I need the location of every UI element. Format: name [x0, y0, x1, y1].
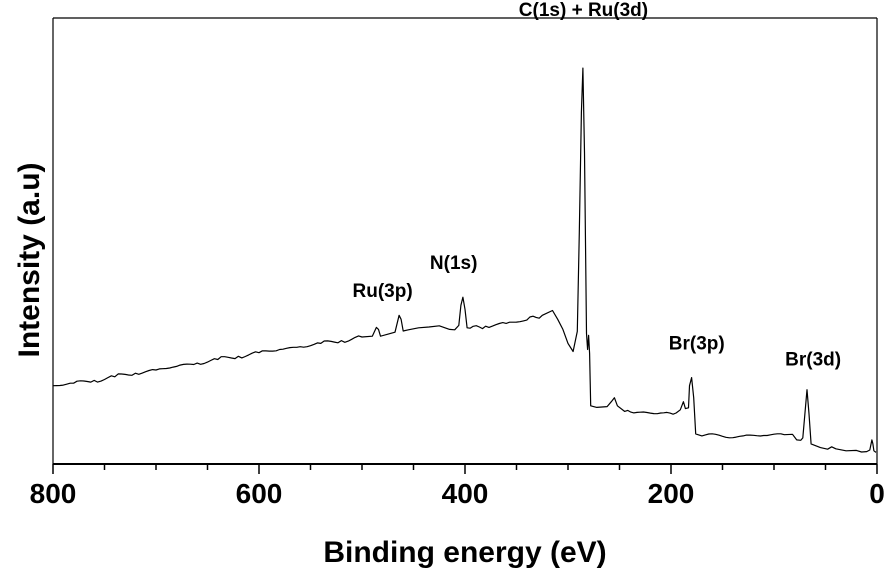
x-tick-label: 0 — [869, 478, 885, 509]
series-layer — [52, 67, 877, 453]
peak-annotation: Br(3d) — [785, 350, 841, 371]
x-tick-label: 200 — [648, 478, 695, 509]
x-tick-label: 800 — [30, 478, 77, 509]
plot-frame — [52, 17, 878, 465]
peak-annotation: C(1s) + Ru(3d) — [519, 0, 648, 21]
peak-annotation: Ru(3p) — [353, 281, 413, 302]
x-tick-layer: 800 600 400 200 0 — [30, 464, 885, 509]
peak-annotation: Br(3p) — [669, 333, 725, 354]
y-axis-title: Intensity (a.u) — [13, 162, 46, 357]
x-tick-label: 400 — [442, 478, 489, 509]
annotation-layer: C(1s) + Ru(3d) N(1s) Ru(3p) Br(3p) Br(3d) — [353, 0, 842, 371]
x-axis-title: Binding energy (eV) — [323, 536, 606, 569]
spectrum-line — [52, 67, 877, 453]
peak-annotation: N(1s) — [430, 253, 478, 274]
x-tick-label: 600 — [236, 478, 283, 509]
